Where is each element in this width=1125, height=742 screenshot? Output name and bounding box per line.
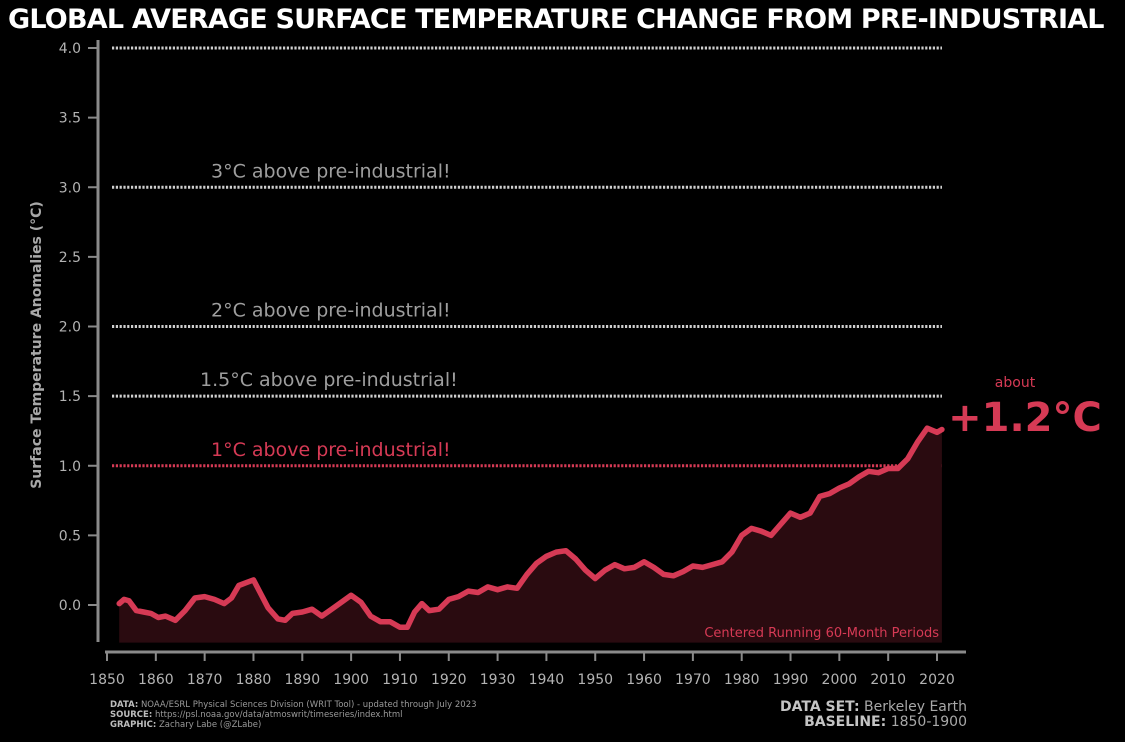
x-tick-label: 1920 [431,672,467,688]
footer-data-line: DATA: NOAA/ESRL Physical Sciences Divisi… [110,700,477,710]
reference-line-label: 2°C above pre-industrial! [211,300,451,322]
annotation-inset-note: Centered Running 60-Month Periods [704,626,939,641]
reference-line-label: 1°C above pre-industrial! [211,439,451,461]
y-tick-label: 4.0 [59,41,81,57]
footer-baseline-line: BASELINE: 1850-1900 [804,714,967,730]
annotation-value: +1.2°C [948,395,1102,441]
x-tick-label: 1970 [675,672,711,688]
y-tick-label: 0.0 [59,598,81,614]
x-tick-label: 1870 [187,672,223,688]
footer-credits: DATA: NOAA/ESRL Physical Sciences Divisi… [110,700,477,730]
footer-dataset: DATA SET: Berkeley Earth BASELINE: 1850-… [780,700,967,730]
series-area-fill [119,428,942,643]
reference-line-label: 1.5°C above pre-industrial! [200,369,458,391]
y-tick-label: 3.5 [59,111,81,127]
chart-title: GLOBAL AVERAGE SURFACE TEMPERATURE CHANG… [8,4,1105,35]
y-tick-label: 2.5 [59,250,81,266]
x-tick-label: 1910 [382,672,418,688]
x-tick-label: 1880 [236,672,272,688]
x-tick-label: 2010 [870,672,906,688]
y-tick-label: 0.5 [59,528,81,544]
x-tick-label: 1960 [626,672,662,688]
x-tick-label: 2020 [919,672,955,688]
series-line [116,425,945,631]
x-tick-label: 1900 [333,672,369,688]
x-tick-label: 2000 [822,672,858,688]
x-tick-label: 1980 [724,672,760,688]
footer-source-line: SOURCE: https://psl.noaa.gov/data/atmosw… [110,710,403,720]
y-tick-label: 3.0 [59,180,81,196]
annotation-about: about [995,375,1036,391]
footer-graphic-line: GRAPHIC: Zachary Labe (@ZLabe) [110,720,262,730]
x-tick-label: 1940 [529,672,565,688]
footer-dataset-line: DATA SET: Berkeley Earth [779,699,967,715]
y-tick-label: 2.0 [59,320,81,336]
x-tick-label: 1860 [138,672,174,688]
x-tick-label: 1850 [89,672,125,688]
y-tick-label: 1.0 [59,459,81,475]
x-tick-label: 1950 [577,672,613,688]
reference-line-label: 3°C above pre-industrial! [211,160,451,182]
x-tick-label: 1930 [480,672,516,688]
y-tick-label: 1.5 [59,389,81,405]
y-axis-label: Surface Temperature Anomalies (°C) [29,201,45,489]
x-tick-label: 1890 [284,672,320,688]
x-tick-label: 1990 [773,672,809,688]
